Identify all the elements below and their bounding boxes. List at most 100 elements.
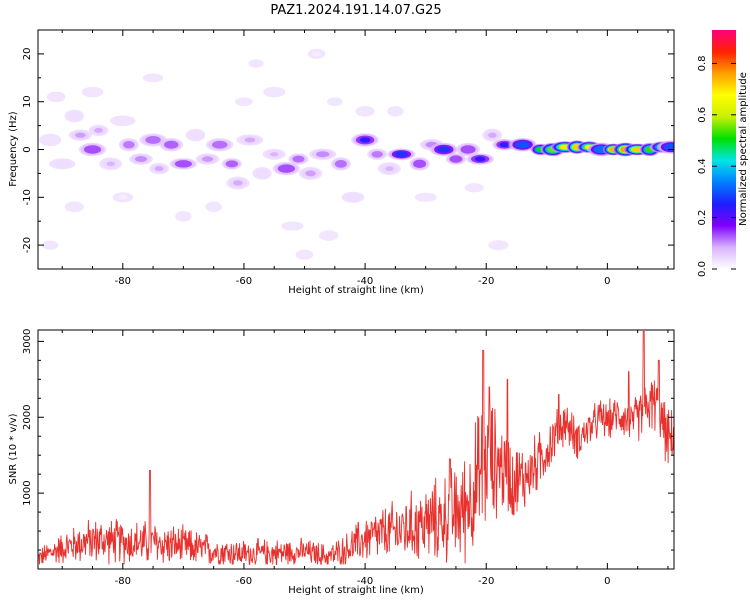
spectrogram-blob [205, 138, 234, 152]
spectrogram-blob [169, 158, 198, 170]
spectrogram-blob [112, 192, 134, 203]
spectrogram-x-tick-label: -40 [357, 276, 373, 287]
spectrogram-contour [75, 132, 86, 138]
snr-x-tick-label: -20 [478, 576, 494, 587]
figure-title: PAZ1.2024.191.14.07.G25 [270, 3, 441, 18]
spectrogram-x-tick-label: -20 [478, 276, 494, 287]
colorbar-label: Normalized spectral amplitude [738, 72, 749, 226]
spectrogram-contour [263, 86, 286, 98]
spectrogram-contour [94, 127, 103, 133]
spectrogram-blob [142, 73, 164, 83]
spectrogram-contour [312, 51, 321, 57]
spectrogram-blob [341, 191, 365, 203]
spectrogram-blob [262, 148, 286, 160]
spectrogram-blob [387, 148, 416, 161]
spectrogram-blob [327, 97, 343, 106]
spectrogram-x-tick-label: -80 [115, 276, 131, 287]
spectrogram-contour [174, 160, 192, 168]
spectrogram-blob [488, 240, 509, 251]
spectrogram-y-tick-label: 0 [22, 146, 33, 152]
spectrogram-blob [41, 240, 59, 250]
spectrogram-contour [344, 193, 362, 202]
spectrogram-blob [149, 163, 170, 175]
spectrogram-blob [656, 140, 674, 154]
spectrogram-contour [67, 111, 82, 121]
spectrogram-contour [188, 130, 203, 140]
spectrogram-contour [295, 249, 314, 260]
spectrogram-blob [99, 157, 123, 171]
spectrogram-contour [414, 192, 437, 202]
spectrogram-contour [64, 201, 84, 213]
spectrogram-contour [319, 230, 339, 241]
spectrogram-blob [330, 157, 352, 171]
spectrogram-contour [50, 93, 63, 101]
spectrogram-blob [307, 48, 326, 59]
snr-frame [37, 329, 675, 570]
spectrogram-blob [351, 133, 380, 147]
spectrogram-y-tick-label: -10 [22, 189, 33, 205]
spectrogram-y-tick-label: 20 [22, 48, 33, 61]
spectrogram-contour [334, 159, 347, 168]
spectrogram-y-axis-label: Frequency (Hz) [8, 111, 19, 187]
spectrogram-blob [377, 162, 401, 176]
spectrogram-blob [88, 124, 109, 136]
spectrogram-blob [78, 142, 107, 157]
spectrogram-x-ticks: -80 -60 -40 -20 0 [61, 30, 669, 287]
spectrogram-contour [277, 164, 295, 173]
spectrogram-contour [437, 146, 451, 153]
colorbar-ticks: 0.0 0.2 0.4 0.6 0.8 [697, 55, 736, 277]
spectrogram-x-tick-label: -60 [236, 276, 252, 287]
spectrogram-blob [39, 133, 62, 147]
spectrogram-chart: -80 -60 -40 -20 0 -20 -10 0 10 20 Height of stra… [8, 29, 675, 296]
spectrogram-x-axis-label: Height of straight line (km) [288, 285, 424, 296]
spectrogram-contour [52, 159, 72, 168]
spectrogram-blob [118, 138, 139, 152]
spectrogram-contour [255, 168, 270, 178]
spectrogram-contour [212, 140, 228, 149]
spectrogram-contour [449, 155, 463, 163]
spectrogram-contour [515, 141, 530, 149]
spectrogram-blob [159, 138, 184, 152]
spectrogram-blob [455, 142, 481, 157]
spectrogram-blob [46, 91, 66, 103]
spectrogram-blob [64, 109, 85, 123]
spectrogram-contour [359, 137, 371, 143]
spectrogram-contour [664, 143, 674, 151]
snr-x-tick-label: 0 [604, 576, 610, 587]
colorbar-tick-label: 0.8 [697, 55, 708, 71]
snr-x-axis-label: Height of straight line (km) [288, 585, 424, 596]
colorbar-tick-label: 0.4 [697, 158, 708, 174]
spectrogram-blob [175, 211, 192, 222]
spectrogram-blob [110, 115, 136, 127]
spectrogram-contour [464, 183, 484, 193]
snr-x-tick-label: -80 [115, 576, 131, 587]
spectrogram-blob [205, 201, 222, 213]
spectrogram-blob [81, 86, 104, 98]
spectrogram-contour [114, 117, 132, 125]
spectrogram-blob [482, 128, 503, 142]
spectrogram-y-ticks: -20 -10 0 10 20 [22, 29, 674, 270]
snr-y-tick-label: 2000 [22, 405, 33, 430]
spectrogram-contour [248, 59, 264, 68]
spectrogram-contour [83, 145, 102, 154]
spectrogram-blob [508, 137, 537, 152]
spectrogram-blob [263, 86, 286, 98]
spectrogram-contour [106, 161, 115, 167]
spectrogram-contour [233, 180, 243, 186]
colorbar-gradient [712, 30, 736, 269]
spectrogram-blob [367, 148, 388, 160]
colorbar-tick-label: 0.6 [697, 107, 708, 123]
spectrogram-blob [129, 153, 153, 165]
spectrogram-contour [202, 156, 214, 162]
spectrogram-blob [235, 97, 253, 106]
spectrogram-contour [305, 170, 316, 177]
spectrogram-blob [185, 128, 206, 142]
spectrogram-blob [272, 161, 301, 176]
spectrogram-contour [413, 159, 427, 169]
snr-y-ticks: 1000 2000 3000 [22, 329, 674, 570]
spectrogram-contour [134, 156, 147, 163]
spectrogram-contour [395, 151, 408, 158]
spectrogram-contour [327, 97, 343, 106]
spectrogram-blob [221, 158, 243, 170]
